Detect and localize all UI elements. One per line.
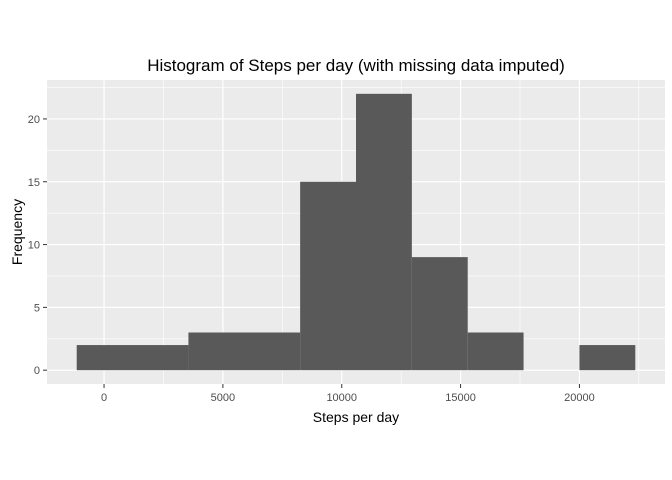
x-tick-label: 5000 (211, 392, 235, 404)
histogram-bar (76, 345, 189, 371)
histogram-bar (467, 332, 524, 371)
histogram-bar (300, 181, 356, 371)
x-tick-label: 20000 (564, 392, 595, 404)
x-axis-ticks: 0 5000 10000 15000 20000 (101, 384, 595, 404)
histogram-bars (76, 93, 636, 371)
y-tick-label: 5 (34, 302, 40, 314)
y-tick-label: 0 (34, 365, 40, 377)
histogram-bar (411, 257, 468, 371)
histogram-bar (579, 345, 636, 371)
x-axis-title: Steps per day (313, 409, 399, 425)
y-tick-label: 20 (28, 114, 40, 126)
chart-title: Histogram of Steps per day (with missing… (147, 56, 565, 75)
histogram-bar (356, 93, 412, 371)
histogram-bar (188, 332, 301, 371)
x-tick-label: 0 (101, 392, 107, 404)
y-tick-label: 15 (28, 177, 40, 189)
y-axis-title: Frequency (9, 199, 25, 265)
y-tick-label: 10 (28, 240, 40, 252)
x-tick-label: 10000 (326, 392, 357, 404)
x-tick-label: 15000 (445, 392, 476, 404)
y-axis-ticks: 0 5 10 15 20 (28, 114, 47, 377)
